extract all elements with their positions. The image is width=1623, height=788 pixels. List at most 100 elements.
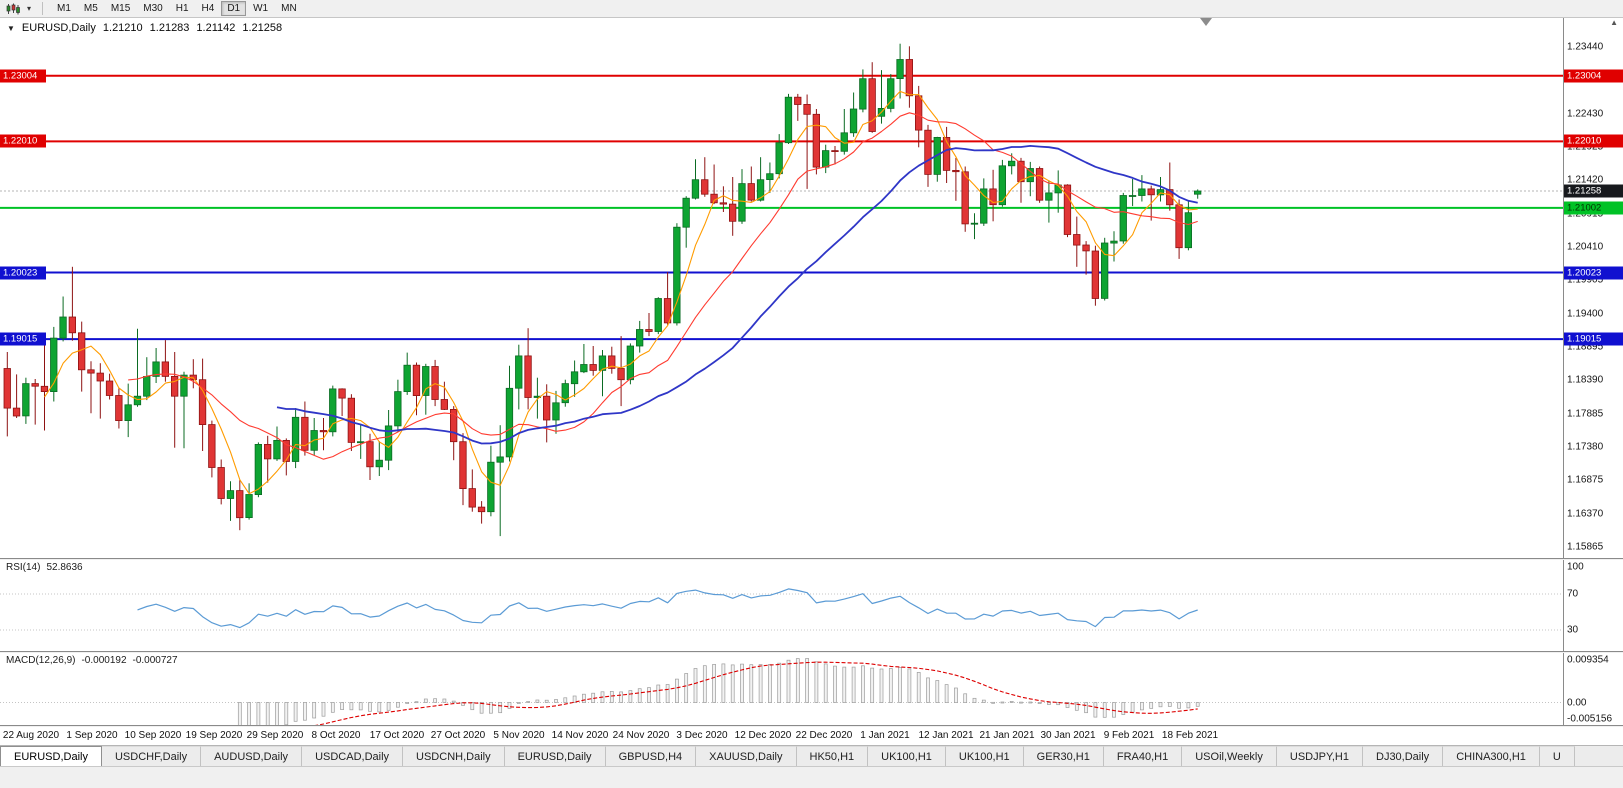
ohlc-close: 1.21258 — [242, 22, 283, 34]
date-axis-label: 14 Nov 2020 — [551, 730, 609, 741]
rsi-panel: RSI(14) 52.8636 100 70 30 — [0, 560, 1623, 652]
date-axis-label: 27 Oct 2020 — [430, 730, 486, 741]
date-axis-label: 30 Jan 2021 — [1040, 730, 1096, 741]
chart-tab-ger30-h1[interactable]: GER30,H1 — [1023, 746, 1104, 766]
chart-tab-gbpusd-h4[interactable]: GBPUSD,H4 — [605, 746, 697, 766]
date-axis-label: 1 Jan 2021 — [860, 730, 910, 741]
date-axis-label: 8 Oct 2020 — [311, 730, 361, 741]
timeframe-W1-button[interactable]: W1 — [247, 1, 274, 16]
date-axis-label: 3 Dec 2020 — [676, 730, 728, 741]
macd-axis-label: -0.005156 — [1567, 713, 1613, 725]
bottom-strip — [0, 767, 1623, 788]
date-axis-label: 19 Sep 2020 — [185, 730, 243, 741]
timeframe-button-group: M1 M5 M15 M30 H1 H4 D1 W1 MN — [51, 1, 303, 16]
chart-symbol-label: EURUSD,Daily — [21, 22, 96, 34]
candlestick-chart-canvas[interactable] — [0, 18, 1563, 558]
rsi-value: 52.8636 — [46, 562, 83, 573]
date-axis-label: 17 Oct 2020 — [369, 730, 425, 741]
timeframe-D1-button[interactable]: D1 — [221, 1, 247, 16]
chart-tab-fra40-h1[interactable]: FRA40,H1 — [1103, 746, 1183, 766]
macd-main-value: -0.000192 — [81, 655, 127, 666]
chart-tab-usdjpy-h1[interactable]: USDJPY,H1 — [1276, 746, 1363, 766]
price-line-badge: 1.23004 — [1564, 69, 1623, 83]
price-axis-label: 1.16875 — [1567, 474, 1604, 486]
chart-tab-usdchf-daily[interactable]: USDCHF,Daily — [101, 746, 202, 766]
rsi-axis-label: 70 — [1567, 588, 1579, 600]
chart-tab-china300-h1[interactable]: CHINA300,H1 — [1443, 746, 1540, 766]
date-axis-label: 22 Dec 2020 — [795, 730, 853, 741]
timeframe-MN-button[interactable]: MN — [275, 1, 303, 16]
price-scale-marker-icon: ▲ — [1610, 18, 1618, 27]
price-axis-label: 1.17380 — [1567, 441, 1604, 453]
price-line-badge: 1.21002 — [1564, 201, 1623, 215]
ohlc-low: 1.21142 — [196, 22, 236, 34]
rsi-axis-label: 100 — [1567, 561, 1584, 573]
date-axis-label: 10 Sep 2020 — [124, 730, 182, 741]
price-line-badge: 1.22010 — [0, 134, 46, 148]
macd-axis[interactable]: 0.009354 0.00 -0.005156 — [1563, 653, 1623, 725]
date-axis-label: 1 Sep 2020 — [66, 730, 118, 741]
price-chart-panel: ▼ EURUSD,Daily 1.21210 1.21283 1.21142 1… — [0, 18, 1623, 559]
date-axis-label: 29 Sep 2020 — [246, 730, 304, 741]
macd-panel: MACD(12,26,9) -0.000192 -0.000727 0.0093… — [0, 653, 1623, 726]
price-axis-label: 1.19905 — [1567, 274, 1604, 286]
price-axis-label: 1.18895 — [1567, 341, 1604, 353]
timeframe-H4-button[interactable]: H4 — [196, 1, 221, 16]
date-axis-label: 5 Nov 2020 — [493, 730, 545, 741]
date-axis-label: 24 Nov 2020 — [612, 730, 670, 741]
macd-axis-label: 0.00 — [1567, 697, 1587, 708]
time-axis[interactable]: 22 Aug 2020 1 Sep 2020 10 Sep 2020 19 Sep 2… — [0, 727, 1623, 746]
chart-tab-uk100-h1[interactable]: UK100,H1 — [868, 746, 946, 766]
date-axis-label: 22 Aug 2020 — [2, 730, 60, 741]
price-axis[interactable]: ▲ 1.234401.229351.224301.219251.214201.2… — [1563, 18, 1623, 558]
rsi-axis-label: 30 — [1567, 624, 1579, 636]
price-axis-label: 1.21420 — [1567, 174, 1604, 186]
price-axis-label: 1.23440 — [1567, 41, 1604, 53]
price-axis-label: 1.17885 — [1567, 408, 1604, 420]
date-axis-label: 12 Jan 2021 — [918, 730, 974, 741]
chart-type-icon[interactable] — [4, 1, 22, 16]
ohlc-open: 1.21210 — [102, 22, 143, 34]
ohlc-high: 1.21283 — [149, 22, 190, 34]
chart-tab-uk100-h1[interactable]: UK100,H1 — [945, 746, 1024, 766]
chart-tab-usdcad-daily[interactable]: USDCAD,Daily — [302, 746, 404, 766]
macd-signal-value: -0.000727 — [132, 655, 178, 666]
price-axis-label: 1.22430 — [1567, 108, 1604, 120]
price-line-badge: 1.22010 — [1564, 134, 1623, 148]
timeframe-H1-button[interactable]: H1 — [170, 1, 195, 16]
chart-tab-eurusd-daily[interactable]: EURUSD,Daily — [504, 746, 606, 766]
date-axis-label: 21 Jan 2021 — [979, 730, 1035, 741]
chart-title: ▼ EURUSD,Daily 1.21210 1.21283 1.21142 1… — [7, 22, 282, 34]
chart-tab-xauusd-daily[interactable]: XAUUSD,Daily — [696, 746, 797, 766]
chart-tab-usdcnh-daily[interactable]: USDCNH,Daily — [403, 746, 505, 766]
chart-tab-eurusd-daily[interactable]: EURUSD,Daily — [0, 746, 102, 766]
price-axis-label: 1.16370 — [1567, 508, 1604, 520]
chart-tab-dj30-daily[interactable]: DJ30,Daily — [1363, 746, 1444, 766]
top-toolbar: ▾ M1 M5 M15 M30 H1 H4 D1 W1 MN — [0, 0, 1623, 18]
price-line-badge: 1.20023 — [0, 266, 46, 280]
rsi-name: RSI(14) — [6, 562, 41, 573]
chart-tab-hk50-h1[interactable]: HK50,H1 — [796, 746, 869, 766]
rsi-canvas[interactable] — [0, 560, 1563, 651]
chart-tab-u[interactable]: U — [1539, 746, 1575, 766]
timeframe-M1-button[interactable]: M1 — [51, 1, 77, 16]
macd-label: MACD(12,26,9) -0.000192 -0.000727 — [6, 655, 178, 666]
price-line-badge: 1.20023 — [1564, 266, 1623, 280]
chart-tab-usoil-weekly[interactable]: USOil,Weekly — [1182, 746, 1277, 766]
macd-canvas[interactable] — [0, 653, 1563, 725]
chart-tab-bar: EURUSD,Daily USDCHF,Daily AUDUSD,Daily USDC… — [0, 746, 1623, 767]
chart-symbol-marker-icon: ▼ — [7, 23, 15, 33]
price-axis-label: 1.18390 — [1567, 374, 1604, 386]
rsi-axis[interactable]: 100 70 30 — [1563, 560, 1623, 651]
chart-tab-audusd-daily[interactable]: AUDUSD,Daily — [201, 746, 303, 766]
macd-name: MACD(12,26,9) — [6, 655, 76, 666]
chart-type-dropdown-caret-icon[interactable]: ▾ — [26, 4, 31, 13]
timeframe-M15-button[interactable]: M15 — [105, 1, 136, 16]
timeframe-M30-button[interactable]: M30 — [137, 1, 168, 16]
timeframe-M5-button[interactable]: M5 — [78, 1, 104, 16]
date-axis-label: 18 Feb 2021 — [1161, 730, 1219, 741]
macd-axis-label: 0.009354 — [1567, 654, 1609, 666]
price-axis-label: 1.15865 — [1567, 541, 1604, 553]
price-axis-label: 1.19400 — [1567, 308, 1604, 320]
date-axis-label: 12 Dec 2020 — [734, 730, 792, 741]
